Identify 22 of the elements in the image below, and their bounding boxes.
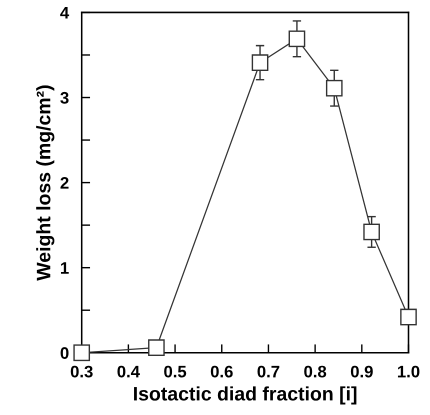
- x-tick-label: 0.4: [117, 366, 140, 378]
- point: [326, 80, 343, 96]
- x-tick-label: 0.8: [304, 366, 326, 378]
- point: [252, 54, 268, 71]
- y-tick-label: 0: [60, 347, 69, 359]
- x-tick-label: 0.9: [350, 366, 373, 378]
- point: [400, 308, 417, 326]
- x-tick-label: 1.0: [398, 366, 420, 378]
- y-tick-label: 4: [60, 7, 70, 18]
- y-tick-label: 2: [60, 177, 69, 189]
- x-tick-label: 0.7: [258, 366, 280, 378]
- point: [288, 30, 306, 48]
- x-tick-label: 0.5: [164, 366, 186, 378]
- y-tick-label: 3: [60, 92, 69, 104]
- x-tick-label: 0.3: [70, 366, 93, 378]
- point: [148, 339, 165, 356]
- y-tick-label: 1: [60, 262, 69, 274]
- point: [363, 224, 380, 240]
- point: [73, 344, 90, 362]
- x-axis-title: Isotactic diad fraction [i]: [134, 386, 356, 404]
- y-axis-title: Weight loss (mg/cm²): [36, 85, 54, 281]
- x-tick-label: 0.6: [210, 366, 233, 378]
